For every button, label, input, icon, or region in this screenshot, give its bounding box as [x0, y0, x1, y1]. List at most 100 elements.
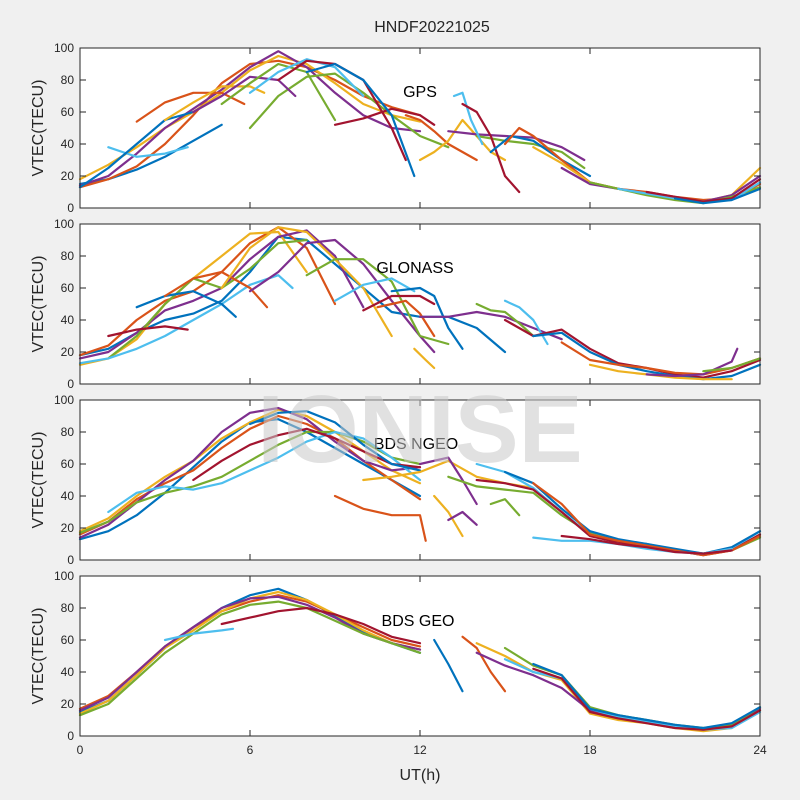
series-line: [248, 72, 450, 149]
series-line: [78, 110, 195, 189]
series-line: [107, 146, 189, 158]
y-tick-label: 40: [61, 489, 75, 503]
series-line: [376, 299, 436, 338]
series-line: [362, 294, 436, 312]
series-line: [305, 258, 450, 346]
series-line: [404, 114, 478, 162]
series-line: [532, 667, 762, 731]
y-tick-label: 40: [61, 313, 75, 327]
y-tick-label: 0: [67, 201, 74, 215]
series-line: [532, 331, 762, 381]
series-line: [78, 600, 422, 717]
y-axis-label: VTEC(TECU): [30, 256, 47, 353]
series-line: [413, 347, 436, 370]
x-axis-label: UT(h): [400, 767, 441, 784]
series-line: [305, 62, 416, 178]
x-tick-label: 0: [77, 743, 84, 757]
series-line: [447, 510, 478, 526]
panel-0: 0 20 40 60 80 100 VTEC(TECU) GPS: [30, 41, 762, 215]
y-tick-label: 100: [54, 569, 74, 583]
series-line: [220, 226, 393, 338]
panel-label: BDS NGEO: [374, 436, 458, 453]
panel-label: BDS GEO: [382, 613, 455, 630]
y-tick-label: 100: [54, 217, 74, 231]
series-line: [192, 75, 297, 114]
series-line: [248, 238, 436, 354]
series-line: [503, 299, 549, 346]
series-line: [135, 290, 237, 318]
panel-2: 0 20 40 60 80 100 VTEC(TECU) BDS NGEO: [30, 393, 762, 567]
series-line: [107, 238, 308, 360]
series-line: [192, 427, 422, 482]
y-axis-label: VTEC(TECU): [30, 608, 47, 705]
figure-title: HNDF20221025: [374, 19, 490, 36]
series-line: [532, 662, 762, 730]
series-line: [673, 187, 762, 205]
plot-area: [80, 224, 760, 384]
x-tick-label: 24: [753, 743, 767, 757]
series-line: [220, 62, 337, 122]
y-tick-label: 100: [54, 41, 74, 55]
series-line: [333, 107, 436, 126]
series-line: [475, 302, 535, 338]
y-tick-label: 20: [61, 697, 75, 711]
series-line: [390, 286, 464, 350]
series-line: [645, 178, 762, 203]
series-line: [107, 325, 189, 338]
y-tick-label: 40: [61, 665, 75, 679]
series-line: [163, 627, 235, 642]
y-tick-label: 20: [61, 169, 75, 183]
x-tick-label: 12: [413, 743, 427, 757]
series-line: [418, 456, 478, 506]
series-line: [645, 347, 739, 378]
y-tick-label: 20: [61, 345, 75, 359]
plot-area: [80, 576, 760, 736]
y-axis-label: VTEC(TECU): [30, 432, 47, 529]
series-line: [220, 606, 422, 645]
y-tick-label: 80: [61, 425, 75, 439]
y-tick-label: 20: [61, 521, 75, 535]
series-line: [702, 357, 762, 373]
series-line: [163, 270, 269, 309]
series-line: [107, 430, 422, 514]
series-line: [475, 134, 586, 170]
series-line: [333, 494, 427, 542]
series-line: [461, 635, 507, 693]
series-line: [333, 277, 416, 302]
y-tick-label: 0: [67, 553, 74, 567]
y-tick-label: 80: [61, 249, 75, 263]
y-tick-label: 60: [61, 105, 75, 119]
series-line: [489, 498, 521, 517]
series-line: [78, 430, 422, 534]
series-line: [248, 58, 365, 98]
series-line: [135, 91, 246, 123]
series-line: [560, 534, 733, 555]
y-tick-label: 40: [61, 137, 75, 151]
series-line: [248, 410, 422, 472]
plot-area: [80, 48, 760, 208]
x-tick-label: 18: [583, 743, 597, 757]
series-line: [461, 102, 521, 194]
series-line: [78, 54, 422, 181]
series-line: [78, 50, 422, 187]
y-tick-label: 0: [67, 377, 74, 391]
watermark: IONISE: [257, 376, 582, 483]
series-line: [433, 638, 464, 693]
y-axis-label: VTEC(TECU): [30, 80, 47, 177]
y-tick-label: 100: [54, 393, 74, 407]
panel-label: GLONASS: [376, 260, 453, 277]
y-tick-label: 60: [61, 281, 75, 295]
series-line: [433, 494, 464, 538]
panel-3: 0 20 40 60 80 100 0 6 12 18 24 VTEC(TECU) BDS GEO: [30, 569, 767, 757]
x-tick-label: 6: [247, 743, 254, 757]
y-tick-label: 80: [61, 73, 75, 87]
panel-label: GPS: [403, 84, 437, 101]
panel-1: 0 20 40 60 80 100 VTEC(TECU) GLONASS: [30, 217, 762, 391]
y-tick-label: 0: [67, 729, 74, 743]
y-tick-label: 60: [61, 633, 75, 647]
y-tick-label: 60: [61, 457, 75, 471]
series-line: [489, 134, 592, 178]
y-tick-label: 80: [61, 601, 75, 615]
